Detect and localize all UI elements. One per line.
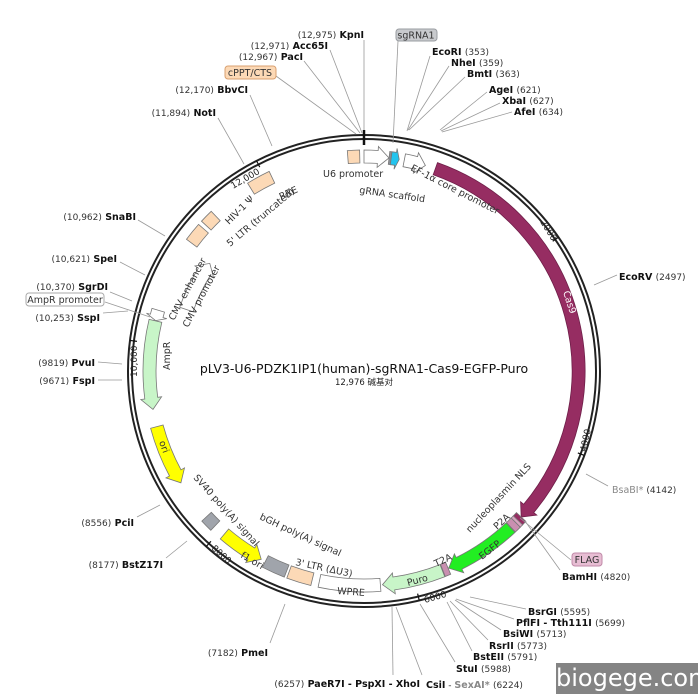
enzyme-site-acc65i[interactable]: (12,971) Acc65I	[251, 41, 328, 52]
plasmid-title: pLV3-U6-PDZK1IP1(human)-sgRNA1-Cas9-EGFP…	[200, 361, 528, 376]
feature-egfp[interactable]	[448, 522, 516, 574]
enzyme-site-xbai[interactable]: XbaI (627)	[502, 96, 554, 107]
feature-rre[interactable]	[247, 170, 276, 195]
enzyme-site-spei[interactable]: (10,621) SpeI	[52, 254, 117, 265]
enzyme-site-afei[interactable]: AfeI (634)	[514, 107, 563, 118]
feature-layer	[139, 145, 586, 595]
feature-p2a[interactable]	[505, 517, 521, 533]
feature-5-ltr-truncated[interactable]	[185, 223, 209, 248]
feature-grna-scaffold[interactable]	[389, 148, 400, 170]
enzyme-site-rsrii[interactable]: RsrII (5773)	[489, 641, 547, 652]
bgh-label: bGH poly(A) signal	[258, 512, 343, 559]
feature-cmv-enhancer-cmv-promoter[interactable]	[179, 262, 215, 313]
tick-label-8000: 8000	[209, 544, 233, 567]
enzyme-site-snabi[interactable]: (10,962) SnaBI	[63, 212, 136, 223]
enzyme-site-bbvci[interactable]: (12,170) BbvCI	[175, 85, 248, 96]
cppt-label[interactable]: cPPT/CTS	[228, 68, 272, 79]
enzyme-labels: (12,975) KpnI (12,971) Acc65I (12,967) P…	[35, 30, 685, 691]
enzyme-site-pflfi[interactable]: PflFI - Tth111I (5699)	[516, 618, 625, 629]
feature-wpre[interactable]	[317, 574, 382, 593]
leader-lines	[97, 40, 618, 676]
feature-ampr-promoter[interactable]	[146, 307, 167, 322]
enzyme-site-xhoi[interactable]: (6257) PaeR7I - PspXI - XhoI	[274, 679, 420, 690]
feature-sv40-poly-a-signal[interactable]	[201, 511, 221, 531]
feature-bgh-poly-a-signal[interactable]	[261, 555, 290, 578]
watermark: biogege.com	[556, 663, 700, 694]
enzyme-site-pvui[interactable]: (9819) PvuI	[38, 358, 95, 369]
boxed-labels: cPPT/CTS sgRNA1 FLAG AmpR promoter	[25, 28, 603, 567]
feature-cppt-cts[interactable]	[346, 149, 361, 165]
tick-layer	[129, 160, 585, 601]
enzyme-site-nhei[interactable]: NheI (359)	[451, 58, 503, 69]
enzyme-site-pmei[interactable]: (7182) PmeI	[208, 648, 268, 659]
ori-label: ori	[156, 439, 171, 454]
enzyme-site-bsrgi[interactable]: BsrGI (5595)	[528, 607, 590, 618]
enzyme-site-bsabi[interactable]: BsaBI* (4142)	[612, 485, 676, 496]
enzyme-site-bmti[interactable]: BmtI (363)	[467, 69, 520, 80]
grna-scaffold-label: gRNA scaffold	[359, 185, 426, 205]
enzyme-site-ecori[interactable]: EcoRI (353)	[432, 47, 489, 58]
flag-label[interactable]: FLAG	[575, 555, 600, 566]
sgrna1-label[interactable]: sgRNA1	[397, 31, 434, 42]
tick-mark-12000	[256, 160, 261, 168]
feature-cas9[interactable]	[432, 162, 586, 518]
enzyme-site-agei[interactable]: AgeI (621)	[489, 85, 541, 96]
feature-ampr[interactable]	[139, 318, 163, 410]
sgrna1-label-box	[395, 28, 438, 42]
enzyme-site-csii[interactable]: CsiI - SexAI* (6224)	[426, 680, 523, 691]
tick-mark-2000	[552, 236, 559, 242]
tick-label-6000: 6000	[423, 590, 448, 606]
enzyme-site-kpni[interactable]: (12,975) KpnI	[298, 30, 364, 41]
ampr-promoter-label-box	[25, 292, 105, 307]
tick-mark-6000	[417, 593, 420, 601]
enzyme-site-bstz17i[interactable]: (8177) BstZ17I	[89, 560, 163, 571]
enzyme-site-bamhi[interactable]: BamHI (4820)	[562, 572, 630, 583]
feature-3-ltr-u3[interactable]	[286, 565, 315, 586]
enzyme-site-sspi[interactable]: (10,253) SspI	[35, 313, 100, 324]
wpre-label: WPRE	[337, 586, 365, 599]
enzyme-site-paci[interactable]: (12,967) PacI	[239, 52, 303, 63]
enzyme-site-fspi[interactable]: (9671) FspI	[39, 376, 95, 387]
tick-label-10000: 10,000	[130, 345, 140, 377]
feature-ori[interactable]	[150, 424, 186, 484]
enzyme-site-bsiwi[interactable]: BsiWI (5713)	[503, 629, 566, 640]
tick-mark-8000	[205, 540, 212, 547]
plasmid-length: 12,976 碱基对	[335, 377, 393, 388]
feature-f1-ori[interactable]	[219, 528, 262, 564]
tick-mark-4000	[577, 452, 585, 457]
enzyme-site-pcii[interactable]: (8556) PciI	[81, 518, 134, 529]
feature-t2a[interactable]	[439, 561, 452, 578]
enzyme-site-ecorv[interactable]: EcoRV (2497)	[619, 272, 686, 283]
flag-label-box	[571, 552, 603, 567]
puro-label: Puro	[406, 573, 429, 589]
enzyme-site-noti[interactable]: (11,894) NotI	[152, 108, 216, 119]
ampr-promoter-label[interactable]: AmpR promoter	[27, 295, 103, 306]
feature-puro[interactable]	[381, 564, 446, 595]
feature-u6-promoter[interactable]	[363, 145, 390, 169]
cppt-label-box	[224, 65, 277, 80]
enzyme-site-sgrdi[interactable]: (10,370) SgrDI	[36, 282, 108, 293]
u6-promoter-label: U6 promoter	[323, 169, 383, 180]
ampr-label: AmpR	[162, 341, 173, 370]
tick-label-4000: 4000	[579, 428, 594, 453]
enzyme-site-stui[interactable]: StuI (5988)	[456, 664, 511, 675]
enzyme-site-bsteii[interactable]: BstEII (5791)	[473, 652, 537, 663]
feature-hiv-1[interactable]	[200, 210, 221, 231]
tick-mark-10000	[129, 339, 138, 342]
feature-ef-1-core-promoter[interactable]	[402, 151, 426, 174]
